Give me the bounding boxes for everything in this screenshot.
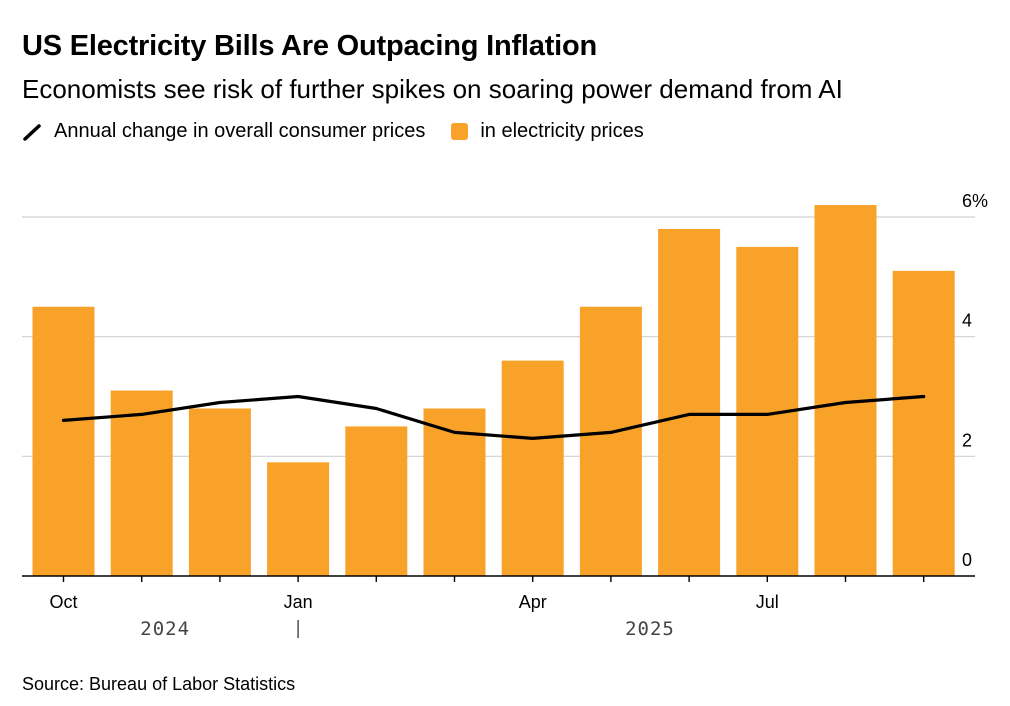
x-tick-label: Jan bbox=[284, 592, 313, 612]
bar bbox=[892, 270, 955, 576]
bars bbox=[32, 205, 955, 577]
bar bbox=[658, 228, 721, 576]
chart-title: US Electricity Bills Are Outpacing Infla… bbox=[22, 30, 598, 62]
y-tick-label: 2 bbox=[962, 430, 972, 450]
chart-subtitle: Economists see risk of further spikes on… bbox=[22, 74, 843, 104]
bar bbox=[579, 306, 642, 576]
legend-item-electricity-prices: in electricity prices bbox=[451, 120, 644, 143]
x-tick-label: Apr bbox=[519, 592, 547, 612]
legend-bar-label: in electricity prices bbox=[480, 120, 644, 142]
bar bbox=[814, 205, 877, 577]
x-axis: Oct Jan Apr Jul 2024 2025 bbox=[22, 575, 975, 640]
bar-legend-icon bbox=[451, 123, 469, 140]
bar bbox=[188, 408, 251, 576]
y-tick-label: 0 bbox=[962, 550, 972, 570]
bar bbox=[423, 408, 486, 576]
y-tick-label: 4 bbox=[962, 311, 972, 331]
bar bbox=[501, 360, 564, 576]
x-tick-label: Jul bbox=[756, 592, 779, 612]
source-note: Source: Bureau of Labor Statistics bbox=[22, 674, 296, 694]
year-label: 2025 bbox=[625, 618, 675, 640]
cpi-line bbox=[61, 394, 926, 440]
cpi-line-path bbox=[61, 394, 926, 440]
y-axis-labels: 0 2 4 6% bbox=[962, 191, 988, 570]
legend: Annual change in overall consumer prices… bbox=[22, 120, 670, 143]
x-tick-label: Oct bbox=[49, 592, 77, 612]
bar bbox=[345, 426, 408, 576]
y-tick-label: 6% bbox=[962, 191, 988, 211]
legend-item-overall-prices: Annual change in overall consumer prices bbox=[22, 120, 425, 143]
bar bbox=[32, 306, 95, 576]
legend-line-label: Annual change in overall consumer prices bbox=[54, 120, 426, 142]
bar bbox=[110, 390, 173, 576]
year-label: 2024 bbox=[140, 618, 190, 640]
line-legend-icon bbox=[23, 123, 41, 141]
bar bbox=[267, 462, 330, 576]
